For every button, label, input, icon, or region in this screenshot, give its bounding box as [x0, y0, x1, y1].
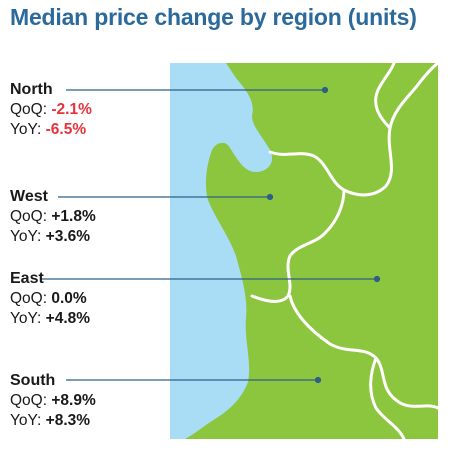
- region-north: North QoQ: -2.1% YoY: -6.5%: [10, 80, 92, 140]
- west-marker: [266, 193, 274, 201]
- yoy-value: +8.3%: [45, 412, 91, 429]
- south-river: [369, 356, 406, 441]
- yoy-row: YoY: +8.3%: [10, 411, 96, 431]
- yoy-label: YoY:: [10, 412, 42, 429]
- qoq-row: QoQ: +1.8%: [10, 207, 96, 227]
- north-inner-border: [374, 61, 396, 130]
- qoq-row: QoQ: -2.1%: [10, 100, 92, 120]
- yoy-value: +3.6%: [45, 228, 91, 245]
- yoy-label: YoY:: [10, 121, 42, 138]
- region-name: West: [10, 188, 48, 205]
- qoq-label: QoQ:: [10, 392, 48, 409]
- yoy-value: -6.5%: [45, 121, 87, 138]
- region-borders: [250, 61, 440, 441]
- south-marker: [314, 376, 322, 384]
- north-west-border: [268, 61, 440, 197]
- qoq-label: QoQ:: [10, 290, 48, 307]
- region-west: West QoQ: +1.8% YoY: +3.6%: [10, 187, 96, 247]
- region-name: South: [10, 372, 56, 389]
- qoq-value: -2.1%: [51, 101, 92, 118]
- qoq-row: QoQ: 0.0%: [10, 289, 90, 309]
- qoq-label: QoQ:: [10, 208, 48, 225]
- yoy-row: YoY: +4.8%: [10, 309, 90, 329]
- yoy-row: YoY: -6.5%: [10, 120, 92, 140]
- qoq-row: QoQ: +8.9%: [10, 391, 96, 411]
- region-name: North: [10, 81, 53, 98]
- yoy-label: YoY:: [10, 228, 42, 245]
- map-title: Median price change by region (units): [10, 4, 417, 30]
- east-marker: [373, 275, 381, 283]
- north-marker: [321, 86, 329, 94]
- yoy-value: +4.8%: [45, 310, 91, 327]
- west-east-border: [250, 188, 346, 303]
- qoq-value: +1.8%: [51, 208, 96, 225]
- qoq-value: 0.0%: [51, 290, 87, 307]
- qoq-value: +8.9%: [51, 392, 96, 409]
- region-east: East QoQ: 0.0% YoY: +4.8%: [10, 269, 90, 329]
- yoy-label: YoY:: [10, 310, 42, 327]
- land-area: [185, 63, 438, 439]
- qoq-label: QoQ:: [10, 101, 48, 118]
- yoy-row: YoY: +3.6%: [10, 227, 96, 247]
- region-name: East: [10, 270, 44, 287]
- region-south: South QoQ: +8.9% YoY: +8.3%: [10, 371, 96, 431]
